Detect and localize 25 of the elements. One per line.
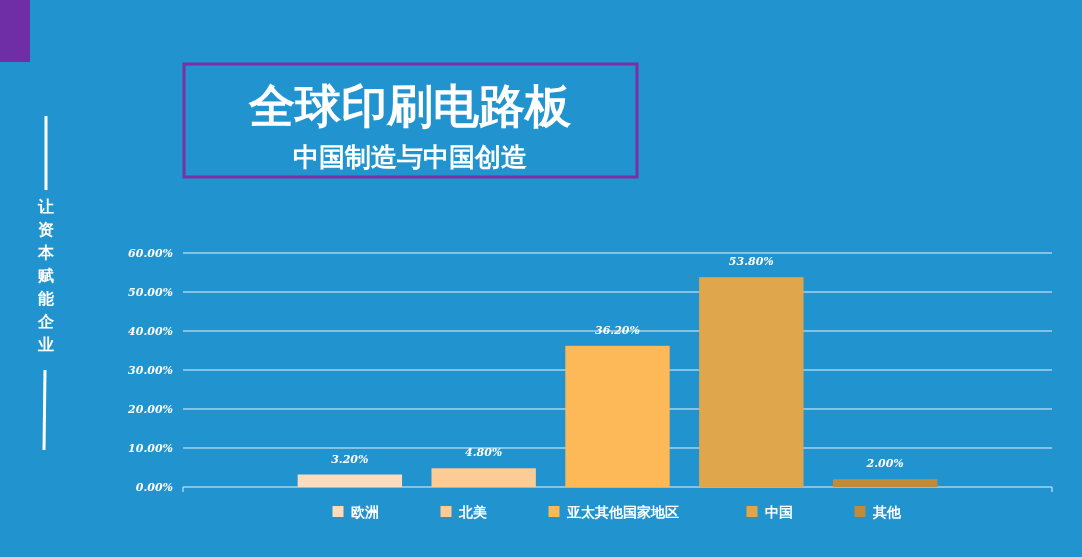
y-tick-label: 50.00% [128,286,173,299]
y-tick-label: 10.00% [128,442,173,455]
legend-label: 亚太其他国家地区 [565,504,679,520]
legend-label: 中国 [764,504,793,520]
bar [431,468,536,487]
bar [699,277,804,487]
legend-label: 其他 [871,504,902,520]
chart-title: 全球印刷电路板 [248,79,572,133]
legend-label: 北美 [457,504,487,520]
data-label: 53.80% [728,255,774,269]
chart-subtitle: 中国制造与中国创造 [293,142,527,172]
bar [832,479,938,487]
data-label: 2.00% [865,457,904,471]
data-label: 4.80% [465,446,503,460]
y-tick-label: 30.00% [128,364,173,377]
bar [565,345,670,487]
legend-label: 欧洲 [350,504,379,520]
y-tick-label: 20.00% [127,403,173,416]
data-label: 3.20% [331,452,369,466]
text: 让资本赋能企业 [37,197,55,354]
y-tick-label: 60.00% [128,247,173,260]
data-label: 36.20% [595,323,640,337]
y-tick-label: 0.00% [135,481,173,494]
bar [297,474,403,487]
y-tick-label: 40.00% [128,325,173,338]
